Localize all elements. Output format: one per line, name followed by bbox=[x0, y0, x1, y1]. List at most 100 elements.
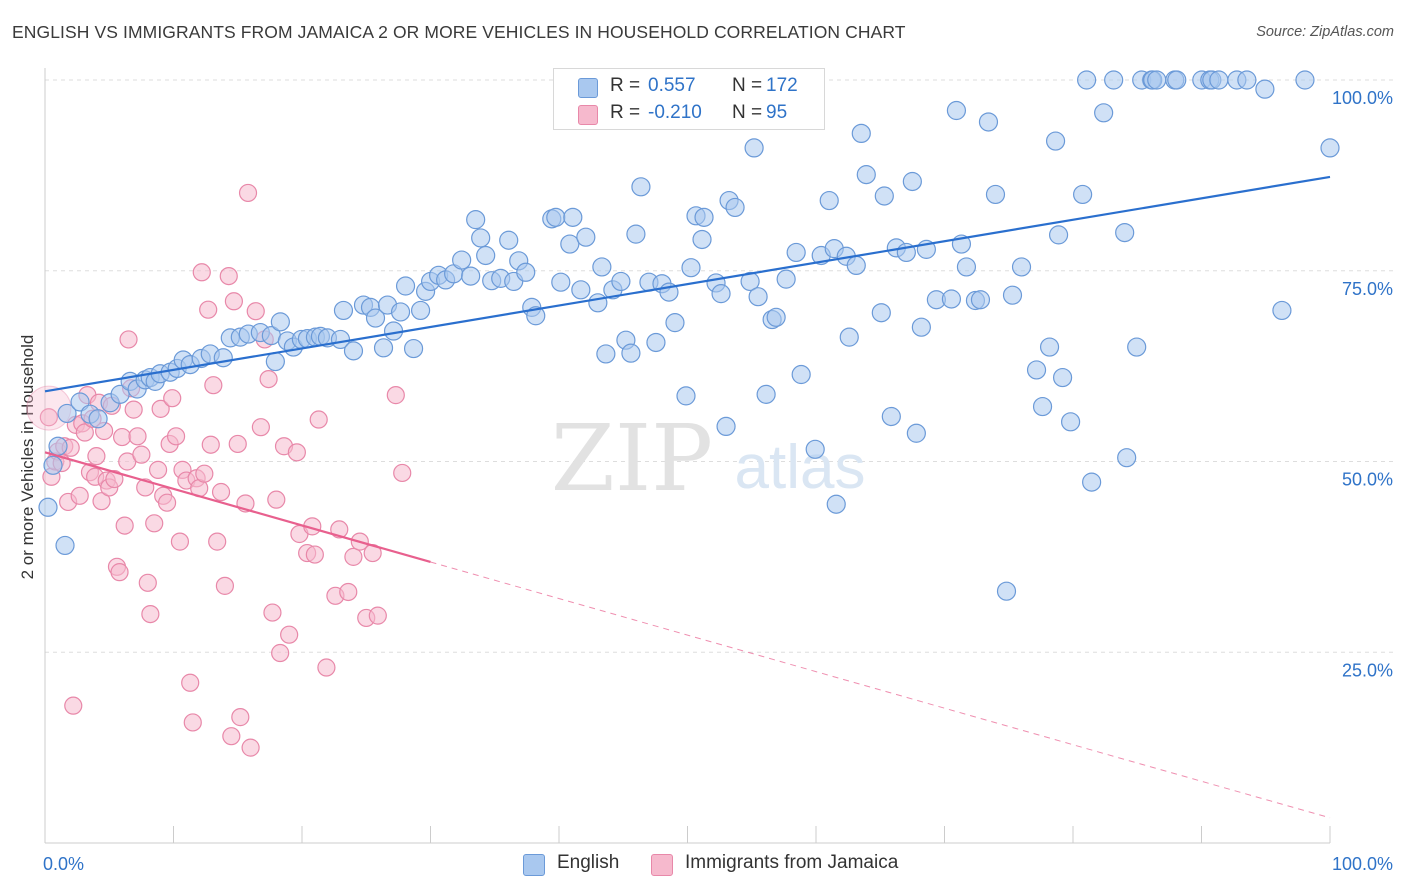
jamaica-point bbox=[112, 427, 132, 447]
english-point bbox=[499, 230, 519, 250]
jamaica-point bbox=[305, 545, 324, 564]
english-point bbox=[665, 313, 685, 333]
english-point bbox=[611, 271, 631, 292]
jamaica-point bbox=[271, 643, 290, 663]
jamaica-point bbox=[151, 399, 170, 418]
jamaica-point bbox=[241, 738, 260, 757]
y-tick-label: 100.0% bbox=[1332, 88, 1393, 108]
english-point bbox=[1237, 70, 1257, 90]
english-point bbox=[874, 186, 894, 206]
jamaica-point bbox=[211, 482, 231, 502]
english-point bbox=[1026, 360, 1047, 380]
english-point bbox=[970, 290, 991, 310]
jamaica-point bbox=[87, 447, 106, 466]
english-point bbox=[333, 300, 354, 321]
gridlines bbox=[45, 79, 1395, 653]
jamaica-point bbox=[181, 673, 200, 692]
english-point bbox=[1002, 285, 1023, 305]
english-point bbox=[626, 224, 646, 244]
jamaica-point bbox=[231, 708, 250, 727]
jamaica-point bbox=[195, 464, 214, 483]
jamaica-point bbox=[246, 302, 265, 321]
jamaica-point bbox=[141, 604, 160, 624]
r-value: 0.557 bbox=[648, 75, 696, 96]
x-tick-label: 100.0% bbox=[1332, 854, 1393, 874]
jamaica-point bbox=[115, 516, 134, 535]
english-point bbox=[1117, 448, 1137, 468]
english-point bbox=[592, 257, 612, 277]
english-point bbox=[560, 234, 580, 254]
trend-lines bbox=[44, 175, 1331, 819]
watermark-zip: ZIP bbox=[551, 405, 713, 512]
english-point bbox=[692, 229, 712, 250]
english-point bbox=[906, 423, 926, 443]
jamaica-point bbox=[259, 369, 278, 389]
english-point bbox=[452, 250, 472, 270]
jamaica-point bbox=[238, 183, 258, 203]
english-point bbox=[740, 271, 760, 292]
jamaica-point bbox=[105, 469, 124, 489]
english-point bbox=[805, 439, 825, 459]
english-point bbox=[1073, 184, 1093, 205]
english-point bbox=[871, 303, 891, 323]
english-point bbox=[1167, 70, 1187, 90]
english-point bbox=[395, 276, 416, 296]
english-point bbox=[403, 338, 424, 359]
english-point bbox=[631, 177, 651, 197]
jamaica-point bbox=[204, 376, 223, 395]
jamaica-point bbox=[166, 427, 186, 446]
n-value: 95 bbox=[766, 102, 788, 123]
english-point bbox=[756, 384, 776, 404]
english-point bbox=[596, 344, 616, 364]
x-tick-label: 0.0% bbox=[43, 854, 84, 874]
english-point bbox=[1209, 70, 1229, 90]
english-point bbox=[1082, 472, 1102, 492]
english-point bbox=[881, 406, 901, 427]
jamaica-point bbox=[157, 493, 177, 512]
jamaica-point bbox=[251, 418, 270, 437]
jamaica-point bbox=[344, 547, 363, 566]
english-point bbox=[725, 197, 745, 218]
jamaica-point bbox=[110, 563, 129, 582]
jamaica-point bbox=[192, 263, 211, 282]
english-swatch bbox=[578, 78, 598, 98]
english-point bbox=[1077, 70, 1097, 90]
english-point bbox=[365, 308, 386, 328]
jamaica-point bbox=[215, 576, 234, 595]
jamaica-swatch bbox=[578, 105, 598, 125]
english-point bbox=[819, 190, 839, 211]
english-point bbox=[265, 351, 285, 372]
jamaica-point bbox=[119, 330, 138, 349]
english-point bbox=[676, 386, 696, 406]
series-jamaica-points bbox=[26, 183, 412, 757]
english-point bbox=[48, 436, 68, 456]
english-point bbox=[390, 302, 411, 322]
n-value: 172 bbox=[766, 75, 798, 96]
english-point bbox=[716, 416, 736, 437]
jamaica-point bbox=[170, 532, 190, 551]
english-point bbox=[1060, 412, 1081, 432]
english-point bbox=[38, 497, 58, 517]
english-point bbox=[410, 300, 431, 321]
english-point bbox=[57, 403, 77, 424]
english-point bbox=[1052, 367, 1073, 388]
tick-labels: 25.0% 50.0% 75.0% 100.0% 0.0% 100.0% bbox=[43, 88, 1393, 874]
english-point bbox=[851, 123, 871, 144]
legend-label-jamaica: Immigrants from Jamaica bbox=[685, 852, 899, 873]
english-point bbox=[996, 581, 1017, 601]
watermark-atlas: atlas bbox=[735, 433, 866, 502]
jamaica-point bbox=[148, 460, 168, 479]
english-point bbox=[546, 207, 566, 227]
english-point bbox=[978, 112, 999, 132]
jamaica-point bbox=[145, 514, 164, 533]
english-point bbox=[1255, 79, 1275, 99]
jamaica-point bbox=[128, 427, 147, 446]
english-point bbox=[213, 348, 233, 368]
jamaica-point bbox=[224, 292, 243, 311]
english-point bbox=[1272, 300, 1292, 321]
jamaica-point bbox=[70, 486, 89, 505]
english-point bbox=[1048, 225, 1069, 245]
chart-title: ENGLISH VS IMMIGRANTS FROM JAMAICA 2 OR … bbox=[12, 22, 906, 42]
y-tick-label: 50.0% bbox=[1342, 470, 1393, 490]
